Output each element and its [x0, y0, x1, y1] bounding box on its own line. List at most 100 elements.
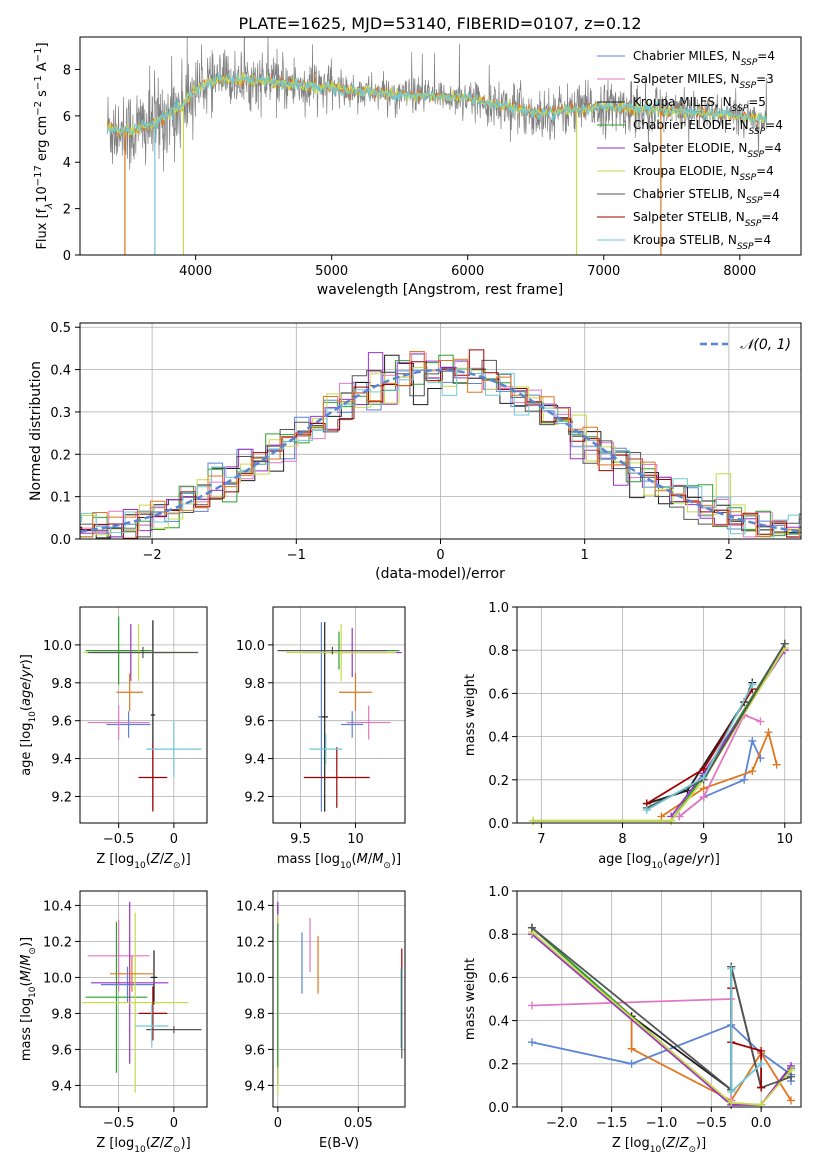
y-axis-label: age [log10(age/yr)] — [19, 654, 38, 776]
spectrum-ylabel: Flux [fλ10−17 erg cm−2 s−1 A−1] — [33, 42, 55, 249]
series-marker — [527, 1001, 536, 1010]
series-marker — [699, 793, 708, 802]
x-tick-label: 0 — [170, 832, 178, 847]
y-tick-label: 9.8 — [244, 1007, 265, 1022]
y-tick-label: 0.1 — [50, 491, 71, 506]
x-tick-label: 7000 — [587, 264, 620, 279]
series-marker — [657, 812, 666, 821]
x-tick-label: 8000 — [723, 264, 756, 279]
panel-spectrum: 4000 5000 6000 7000 8000 0 2 4 6 8 wavelength [An… — [33, 36, 802, 298]
legend-label: Kroupa STELIB, NSSP=4 — [633, 233, 771, 252]
x-tick-label: −2.0 — [546, 1116, 578, 1131]
y-tick-label: 1.0 — [488, 885, 509, 900]
x-axis-label: Z [log10(Z/Z⊙)] — [96, 852, 190, 871]
y-tick-label: 0.8 — [488, 644, 509, 659]
panel-mass_vs_Z: −0.5 0 9.4 9.6 9.8 10.0 10.2 10.4 Z [log10(Z/Z⊙)… — [19, 890, 208, 1155]
series-marker — [772, 760, 781, 769]
legend-label: Chabrier MILES, NSSP=4 — [633, 49, 775, 68]
panel-weight_vs_Z: −2.0 −1.5 −1.0 −0.5 0.0 0.0 0.2 0.4 0.6 0.8 1.0 Z [… — [463, 885, 802, 1155]
x-axis-label: age [log10(age/yr)] — [598, 852, 720, 871]
spectrum-lines — [106, 37, 768, 255]
series-marker — [757, 1059, 766, 1068]
x-tick-label: −1 — [287, 548, 306, 563]
x-tick-label: −1.0 — [646, 1116, 678, 1131]
residuals-ticks: −2 −1 0 1 2 0.0 0.1 0.2 0.3 0.4 0.5 — [50, 321, 733, 563]
x-tick-label: −2 — [143, 548, 162, 563]
series-marker — [787, 1096, 796, 1105]
residuals-histograms — [80, 349, 801, 539]
x-tick-label: −1.5 — [596, 1116, 628, 1131]
x-tick-label: −0.5 — [103, 1116, 135, 1131]
legend-label: Salpeter STELIB, NSSP=4 — [633, 210, 779, 229]
spectrum-xlabel: wavelength [Angstrom, rest frame] — [317, 282, 563, 298]
y-tick-label: 9.6 — [51, 1043, 72, 1058]
x-tick-label: −0.5 — [696, 1116, 728, 1131]
x-tick-label: 0 — [170, 1116, 178, 1131]
x-tick-label: 2 — [725, 548, 733, 563]
y-tick-label: 9.4 — [51, 1079, 72, 1094]
panel-residuals: −2 −1 0 1 2 0.0 0.1 0.2 0.3 0.4 0.5 (data-model)/e… — [28, 321, 802, 582]
y-tick-label: 0.0 — [488, 817, 509, 832]
normal-curve — [80, 368, 801, 533]
x-tick-label: 5000 — [315, 264, 348, 279]
y-tick-label: 8 — [63, 63, 71, 78]
residuals-xlabel: (data-model)/error — [375, 566, 505, 582]
normal-legend-label: 𝒩(0, 1) — [740, 337, 791, 353]
y-tick-label: 0.2 — [488, 774, 509, 789]
x-tick-label: 0.0 — [751, 1116, 772, 1131]
series-line — [531, 933, 792, 1106]
series-marker — [748, 736, 757, 745]
y-tick-label: 9.4 — [51, 753, 72, 768]
x-tick-label: 0.05 — [344, 1116, 373, 1131]
series-marker — [699, 765, 708, 773]
y-tick-label: 0.0 — [50, 533, 71, 548]
y-tick-label: 0.6 — [488, 687, 509, 702]
series-marker — [667, 816, 676, 825]
x-tick-label: 4000 — [179, 264, 212, 279]
series-marker — [740, 775, 749, 784]
y-tick-label: 9.6 — [51, 715, 72, 730]
series-marker — [727, 1087, 736, 1096]
y-tick-label: 10.2 — [43, 935, 72, 950]
legend-label: Chabrier STELIB, NSSP=4 — [633, 187, 780, 206]
legend-label: Kroupa MILES, NSSP=5 — [633, 95, 766, 114]
residuals-legend: 𝒩(0, 1) — [700, 337, 791, 353]
series-line — [533, 647, 786, 822]
series-marker — [757, 1046, 766, 1055]
x-tick-label: 1 — [581, 548, 589, 563]
y-tick-label: 10.4 — [236, 899, 265, 914]
y-tick-label: 0.2 — [50, 448, 71, 463]
series-line — [531, 931, 792, 1106]
x-tick-label: 8 — [618, 832, 626, 847]
residual-histogram — [80, 368, 801, 538]
legend-label: Salpeter MILES, NSSP=3 — [633, 72, 774, 91]
y-tick-label: 10.0 — [43, 971, 72, 986]
residual-histogram — [80, 359, 801, 538]
series-line — [678, 713, 761, 818]
legend-label: Chabrier ELODIE, NSSP=4 — [633, 118, 783, 137]
weight-panels: 7 8 9 10 0.0 0.2 0.4 0.6 0.8 1.0 age [log10(age/yr… — [463, 601, 802, 1155]
legend-label: Salpeter ELODIE, NSSP=4 — [633, 141, 782, 160]
panel-frame — [516, 890, 802, 1108]
residual-histogram — [80, 351, 801, 538]
y-tick-label: 10.2 — [236, 935, 265, 950]
series-marker — [748, 680, 757, 689]
panel-mass_vs_ebv: 0 0.05 9.4 9.6 9.8 10.0 10.2 10.4 E(B-V) — [236, 890, 406, 1151]
y-tick-label: 9.6 — [244, 715, 265, 730]
y-tick-label: 0.0 — [488, 1101, 509, 1116]
y-tick-label: 0 — [63, 249, 71, 264]
y-tick-label: 0.4 — [50, 364, 71, 379]
y-tick-label: 4 — [63, 156, 71, 171]
spectrum-model-line — [106, 71, 768, 137]
series-marker — [642, 806, 651, 815]
y-tick-label: 10.0 — [43, 639, 72, 654]
x-tick-label: 6000 — [451, 264, 484, 279]
series-marker — [627, 1059, 636, 1068]
series-marker — [675, 812, 684, 821]
y-tick-label: 0.5 — [50, 321, 71, 336]
y-tick-label: 9.2 — [244, 790, 265, 805]
x-tick-label: 9.5 — [290, 832, 311, 847]
series-marker — [787, 1072, 796, 1081]
y-tick-label: 9.8 — [51, 1007, 72, 1022]
series-marker — [764, 728, 773, 737]
